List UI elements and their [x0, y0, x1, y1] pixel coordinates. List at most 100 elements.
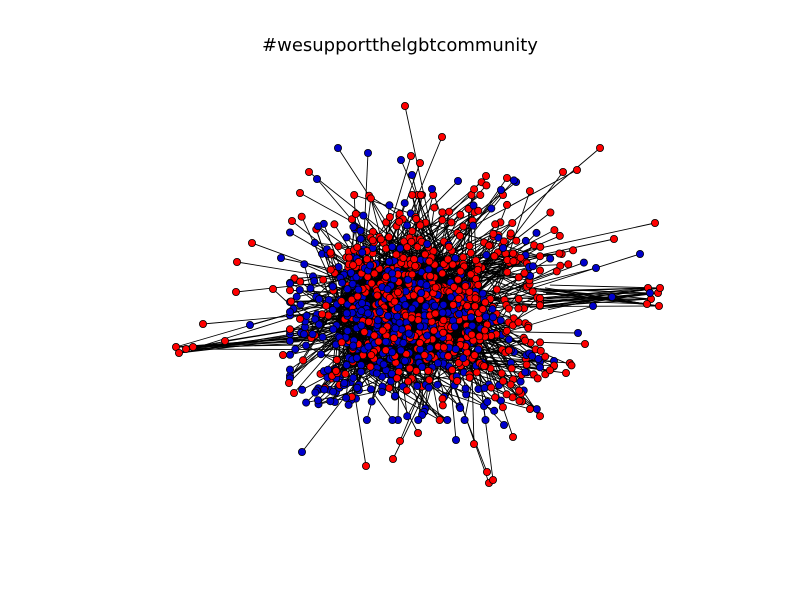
graph-node-red: [514, 273, 523, 282]
graph-node-red: [448, 260, 457, 269]
graph-node-red: [390, 297, 399, 306]
graph-node-red: [403, 243, 412, 252]
graph-edge: [409, 210, 479, 261]
graph-node-red: [656, 283, 665, 292]
graph-node-red: [408, 227, 417, 236]
graph-node-red: [405, 364, 414, 373]
graph-node-blue: [363, 148, 372, 157]
graph-node-blue: [298, 385, 307, 394]
graph-node-red: [341, 369, 350, 378]
graph-node-red: [567, 361, 576, 370]
graph-node-blue: [407, 170, 416, 179]
graph-node-red: [470, 351, 479, 360]
graph-node-red: [353, 243, 362, 252]
graph-node-red: [287, 216, 296, 225]
graph-node-red: [471, 294, 480, 303]
graph-node-red: [409, 291, 418, 300]
graph-node-blue: [296, 300, 305, 309]
graph-node-blue: [528, 352, 537, 361]
graph-node-blue: [343, 285, 352, 294]
graph-node-blue: [422, 281, 431, 290]
graph-node-red: [366, 362, 375, 371]
graph-node-red: [444, 352, 453, 361]
graph-node-red: [478, 305, 487, 314]
graph-node-red: [370, 269, 379, 278]
graph-node-red: [402, 386, 411, 395]
graph-node-red: [562, 368, 571, 377]
graph-node-red: [430, 203, 439, 212]
graph-node-red: [470, 185, 479, 194]
graph-node-red: [514, 294, 523, 303]
graph-node-red: [471, 256, 480, 265]
graph-node-red: [504, 304, 513, 313]
graph-node-blue: [403, 275, 412, 284]
graph-node-blue: [388, 269, 397, 278]
graph-node-blue: [357, 299, 366, 308]
graph-node-blue: [433, 380, 442, 389]
graph-edge: [192, 341, 300, 348]
graph-node-blue: [433, 359, 442, 368]
graph-node-blue: [346, 268, 355, 277]
graph-node-blue: [328, 282, 337, 291]
graph-node-blue: [413, 381, 422, 390]
graph-node-red: [431, 309, 440, 318]
graph-node-red: [295, 314, 304, 323]
graph-node-red: [651, 218, 660, 227]
graph-node-red: [536, 294, 545, 303]
graph-node-blue: [362, 415, 371, 424]
graph-node-red: [536, 242, 545, 251]
graph-node-red: [181, 344, 190, 353]
graph-node-blue: [487, 204, 496, 213]
graph-node-blue: [385, 201, 394, 210]
graph-node-red: [285, 325, 294, 334]
graph-node-red: [330, 220, 339, 229]
graph-node-red: [445, 207, 454, 216]
graph-node-blue: [490, 406, 499, 415]
graph-node-blue: [521, 368, 530, 377]
graph-node-red: [408, 190, 417, 199]
graph-node-red: [463, 301, 472, 310]
graph-node-red: [522, 360, 531, 369]
graph-node-red: [424, 366, 433, 375]
graph-node-red: [536, 412, 545, 421]
graph-node-red: [596, 143, 605, 152]
graph-node-red: [508, 218, 517, 227]
graph-node-red: [506, 229, 515, 238]
graph-node-blue: [430, 301, 439, 310]
graph-node-red: [351, 209, 360, 218]
graph-node-red: [480, 362, 489, 371]
graph-node-red: [297, 212, 306, 221]
graph-node-blue: [358, 248, 367, 257]
graph-node-red: [220, 336, 229, 345]
graph-node-red: [373, 291, 382, 300]
graph-node-blue: [381, 337, 390, 346]
graph-node-blue: [456, 403, 465, 412]
graph-node-red: [231, 287, 240, 296]
graph-node-blue: [292, 292, 301, 301]
graph-node-red: [388, 454, 397, 463]
graph-node-blue: [385, 257, 394, 266]
graph-node-red: [429, 326, 438, 335]
graph-node-red: [449, 282, 458, 291]
graph-node-red: [322, 301, 331, 310]
graph-node-blue: [315, 295, 324, 304]
graph-node-red: [404, 377, 413, 386]
graph-node-red: [536, 338, 545, 347]
graph-node-red: [456, 231, 465, 240]
graph-node-red: [581, 339, 590, 348]
graph-node-red: [376, 235, 385, 244]
graph-node-blue: [401, 300, 410, 309]
graph-node-red: [524, 323, 533, 332]
graph-edge: [178, 334, 298, 354]
graph-node-red: [438, 269, 447, 278]
graph-node-blue: [416, 322, 425, 331]
graph-node-red: [521, 336, 530, 345]
graph-node-blue: [329, 387, 338, 396]
graph-edge: [539, 287, 649, 299]
graph-node-red: [296, 277, 305, 286]
graph-node-red: [439, 328, 448, 337]
graph-node-blue: [403, 412, 412, 421]
graph-edge: [538, 287, 661, 304]
graph-node-red: [439, 316, 448, 325]
graph-node-blue: [425, 343, 434, 352]
